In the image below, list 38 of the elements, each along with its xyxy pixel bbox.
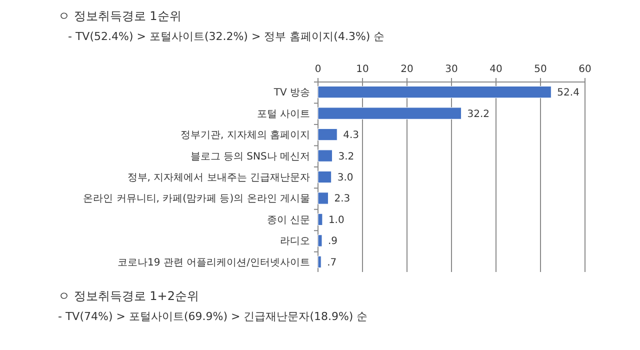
bar bbox=[318, 128, 338, 141]
bar bbox=[318, 234, 322, 247]
bar bbox=[318, 150, 332, 162]
y-tick-label: 온라인 커뮤니티, 카페(맘카페 등)의 온라인 게시물 bbox=[83, 194, 310, 205]
y-tick-label: 포털 사이트 bbox=[256, 108, 310, 120]
y-tick-label: 정부기관, 지자체의 홈페이지 bbox=[180, 130, 310, 142]
x-tick-label: 10 bbox=[356, 64, 369, 75]
y-tick-label: 블로그 등의 SNS나 메신저 bbox=[190, 151, 310, 162]
text: - TV(74%) > 포털사이트(69.9%) > 긴급재난문자(18.9%) 순 bbox=[58, 310, 368, 323]
x-tick-label: 0 bbox=[314, 64, 322, 75]
y-tick-label: 라디오 bbox=[280, 236, 310, 248]
y-tick-label: TV 방송 bbox=[272, 88, 310, 99]
y-tick-label: 종이 신문 bbox=[266, 214, 310, 226]
text: ㅇ 정보취득경로 1순위 bbox=[58, 9, 182, 23]
bar bbox=[318, 213, 323, 226]
x-tick-label: 60 bbox=[578, 64, 592, 75]
data-label: 52.4 bbox=[557, 88, 580, 99]
data-label: 2.3 bbox=[334, 194, 350, 205]
bar bbox=[318, 256, 322, 268]
data-label: 3.0 bbox=[337, 172, 354, 184]
text: - TV(52.4%) > 포털사이트(32.2%) > 정부 홈페이지(4.3%) 순 bbox=[68, 30, 385, 43]
data-label: .9 bbox=[328, 236, 338, 248]
x-tick-label: 40 bbox=[490, 64, 502, 75]
y-tick-label: 정부, 지자체에서 보내주는 긴급재난문자 bbox=[127, 172, 310, 184]
x-tick-label: 30 bbox=[445, 64, 458, 75]
data-label: 1.0 bbox=[328, 214, 344, 226]
bar bbox=[318, 107, 462, 120]
bar bbox=[318, 86, 552, 98]
data-label: 32.2 bbox=[467, 108, 490, 120]
text: ㅇ 정보취득경로 1+2순위 bbox=[58, 289, 199, 303]
y-tick-label: 코로나19 관련 어플리케이션/인터넷사이트 bbox=[118, 257, 310, 268]
bar bbox=[318, 192, 328, 204]
data-label: .7 bbox=[327, 257, 337, 268]
data-label: 3.2 bbox=[338, 151, 354, 162]
x-tick-label: 20 bbox=[400, 64, 414, 75]
bar bbox=[318, 170, 332, 184]
data-label: 4.3 bbox=[343, 130, 360, 142]
x-tick-label: 50 bbox=[534, 64, 547, 75]
